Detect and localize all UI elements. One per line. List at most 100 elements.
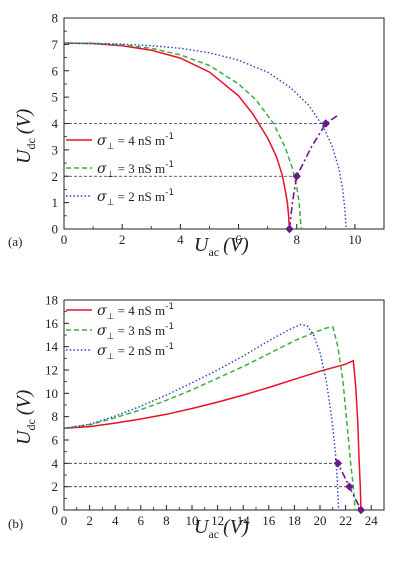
data-point-marker xyxy=(285,224,294,234)
legend-symbol: σ xyxy=(97,133,107,149)
x-tick-label: 14 xyxy=(237,513,251,528)
legend-text: = 2 nS m xyxy=(114,189,165,204)
data-point-marker xyxy=(333,459,343,468)
y-tick-label: 8 xyxy=(52,11,59,26)
series-line-1 xyxy=(64,42,291,229)
y-tick-label: 18 xyxy=(45,293,58,308)
legend-symbol: σ xyxy=(97,343,107,359)
y-tick-label: 3 xyxy=(52,142,59,157)
y-tick-label: 8 xyxy=(52,409,59,424)
y-axis-label: Udc (V) xyxy=(13,108,38,164)
y-axis-subscript: dc xyxy=(24,138,38,149)
legend-label-3: σ⊥ = 2 nS m-1 xyxy=(97,342,174,362)
legend-subscript: ⊥ xyxy=(107,332,115,342)
y-axis-unit: (V) xyxy=(13,389,35,415)
legend-symbol: σ xyxy=(97,189,107,205)
legend-text: = 2 nS m xyxy=(114,343,165,358)
x-tick-label: 16 xyxy=(262,513,276,528)
legend-subscript: ⊥ xyxy=(107,198,115,208)
x-axis-symbol: U xyxy=(194,234,210,256)
x-tick-label: 10 xyxy=(348,232,361,247)
y-tick-label: 4 xyxy=(52,456,59,471)
legend-symbol: σ xyxy=(97,303,107,319)
y-tick-label: 6 xyxy=(52,433,59,448)
y-axis-symbol: U xyxy=(13,148,35,164)
x-tick-label: 0 xyxy=(61,513,68,528)
legend-label-3: σ⊥ = 2 nS m-1 xyxy=(97,188,174,208)
legend-label-1: σ⊥ = 4 nS m-1 xyxy=(97,302,174,322)
data-point-marker xyxy=(356,505,366,515)
legend-symbol: σ xyxy=(97,161,107,177)
x-tick-label: 4 xyxy=(177,232,184,247)
legend-superscript: -1 xyxy=(165,322,174,332)
legend-superscript: -1 xyxy=(165,188,174,198)
legend-label-1: σ⊥ = 4 nS m-1 xyxy=(97,132,174,152)
legend-text: = 3 nS m xyxy=(114,161,165,176)
legend-subscript: ⊥ xyxy=(107,170,115,180)
y-tick-label: 2 xyxy=(52,169,59,184)
x-tick-label: 2 xyxy=(119,232,126,247)
x-axis-unit: (V) xyxy=(223,516,249,538)
legend-subscript: ⊥ xyxy=(107,352,115,362)
x-axis-subscript: ac xyxy=(208,527,219,541)
x-tick-label: 20 xyxy=(314,513,327,528)
y-tick-label: 14 xyxy=(45,339,59,354)
legend-subscript: ⊥ xyxy=(107,312,115,322)
y-axis-subscript: dc xyxy=(24,419,38,430)
y-tick-label: 12 xyxy=(45,363,58,378)
legend-superscript: -1 xyxy=(165,302,174,312)
series-line-3 xyxy=(64,42,347,229)
x-axis-subscript: ac xyxy=(208,245,219,259)
y-tick-label: 10 xyxy=(45,386,58,401)
data-point-marker xyxy=(292,172,301,181)
panel-label: (a) xyxy=(8,234,22,249)
x-tick-label: 18 xyxy=(288,513,301,528)
legend-label-2: σ⊥ = 3 nS m-1 xyxy=(97,322,174,342)
y-axis-label: Udc (V) xyxy=(13,389,38,445)
x-tick-label: 6 xyxy=(138,513,145,528)
data-point-marker xyxy=(345,482,354,491)
x-axis-label: Uac (V) xyxy=(194,234,249,259)
x-axis-label: Uac (V) xyxy=(194,516,249,541)
y-tick-label: 6 xyxy=(52,63,59,78)
legend-superscript: -1 xyxy=(165,342,174,352)
x-tick-label: 0 xyxy=(61,232,68,247)
x-tick-label: 8 xyxy=(293,232,300,247)
y-axis-symbol: U xyxy=(13,429,35,445)
legend-subscript: ⊥ xyxy=(107,142,115,152)
series-line-2 xyxy=(64,325,356,510)
x-axis-symbol: U xyxy=(194,516,210,538)
y-axis-unit: (V) xyxy=(13,108,35,134)
y-tick-label: 2 xyxy=(52,479,59,494)
x-tick-label: 2 xyxy=(86,513,93,528)
y-tick-label: 16 xyxy=(45,316,59,331)
x-tick-label: 4 xyxy=(112,513,119,528)
legend-label-2: σ⊥ = 3 nS m-1 xyxy=(97,160,174,180)
x-tick-label: 8 xyxy=(163,513,170,528)
x-tick-label: 10 xyxy=(186,513,199,528)
x-tick-label: 12 xyxy=(211,513,224,528)
y-tick-label: 0 xyxy=(52,503,59,518)
legend-superscript: -1 xyxy=(165,132,174,142)
y-tick-label: 4 xyxy=(52,116,59,131)
legend-superscript: -1 xyxy=(165,160,174,170)
x-tick-label: 6 xyxy=(235,232,242,247)
y-tick-label: 0 xyxy=(52,222,59,237)
x-tick-label: 22 xyxy=(339,513,352,528)
series-line-1 xyxy=(64,359,362,510)
panel-label: (b) xyxy=(8,516,23,531)
legend-symbol: σ xyxy=(97,323,107,339)
data-point-marker xyxy=(321,119,331,128)
legend-text: = 4 nS m xyxy=(114,303,165,318)
y-tick-label: 1 xyxy=(52,195,59,210)
y-tick-label: 7 xyxy=(52,37,59,52)
series-line-2 xyxy=(64,42,302,229)
x-axis-unit: (V) xyxy=(223,234,249,256)
legend-text: = 3 nS m xyxy=(114,323,165,338)
y-tick-label: 5 xyxy=(52,90,59,105)
legend-text: = 4 nS m xyxy=(114,133,165,148)
x-tick-label: 24 xyxy=(365,513,379,528)
